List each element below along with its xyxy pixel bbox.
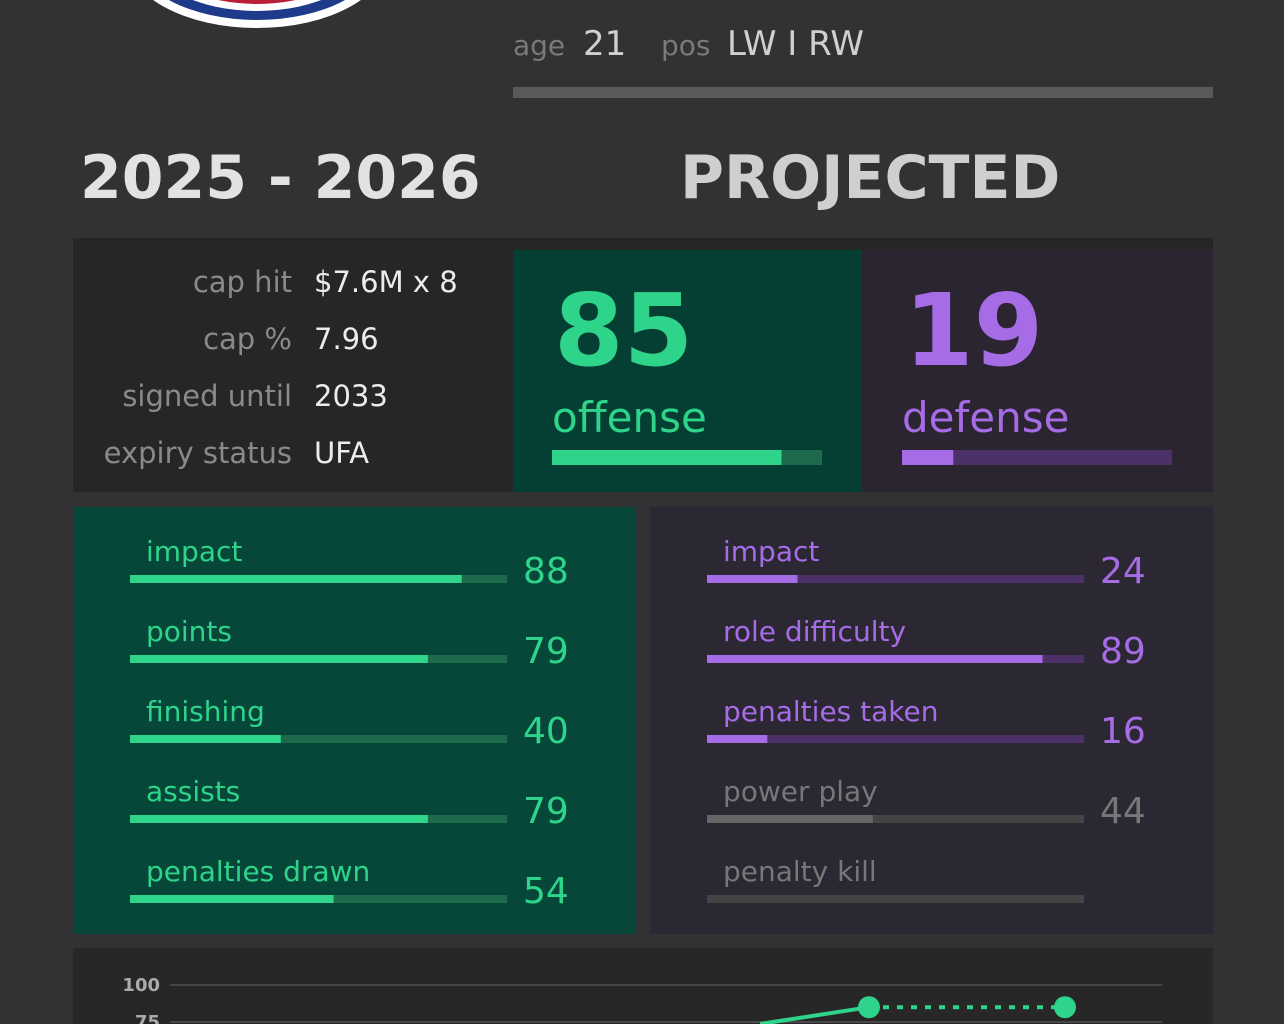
position: LW I RW bbox=[727, 24, 864, 64]
stat-value: 54 bbox=[523, 871, 569, 912]
stat-name: penalty kill bbox=[723, 855, 877, 888]
contract-label: expiry status bbox=[104, 436, 292, 470]
age-label: age bbox=[513, 29, 565, 62]
stat-track bbox=[707, 895, 1084, 903]
data-point bbox=[1054, 996, 1076, 1019]
rating-bar bbox=[552, 450, 782, 465]
stat-value: 79 bbox=[523, 631, 569, 672]
contract-value: $7.6M x 8 bbox=[314, 265, 458, 299]
contract-value: 2033 bbox=[314, 379, 388, 413]
team-logo bbox=[153, 0, 361, 28]
stat-track bbox=[707, 815, 1084, 823]
stat-bar bbox=[707, 735, 768, 743]
season: 2025 - 2026 bbox=[80, 143, 481, 213]
divider bbox=[513, 87, 1213, 98]
stat-name: assists bbox=[146, 775, 240, 808]
stat-name: penalties drawn bbox=[146, 855, 370, 888]
stat-value: 40 bbox=[523, 711, 569, 752]
stat-bar bbox=[707, 815, 873, 823]
stat-value: 16 bbox=[1100, 711, 1146, 752]
offense-label: offense bbox=[552, 393, 707, 442]
contract-value: 7.96 bbox=[314, 322, 379, 356]
y-tick-label: 100 bbox=[122, 975, 160, 996]
stat-value: 79 bbox=[523, 791, 569, 832]
stat-bar bbox=[130, 575, 462, 583]
stat-name: role difficulty bbox=[723, 615, 906, 648]
pos-label: pos bbox=[661, 29, 711, 62]
stat-name: impact bbox=[146, 535, 242, 568]
offense-score: 85 bbox=[554, 272, 693, 389]
stat-bar bbox=[130, 655, 428, 663]
stat-bar bbox=[130, 815, 428, 823]
stat-name: points bbox=[146, 615, 232, 648]
stat-bar bbox=[130, 895, 334, 903]
age: 21 bbox=[583, 24, 626, 64]
stat-track bbox=[707, 575, 1084, 583]
stat-value: 24 bbox=[1100, 551, 1146, 592]
stat-name: penalties taken bbox=[723, 695, 938, 728]
stat-value: 44 bbox=[1100, 791, 1146, 832]
stat-value: 88 bbox=[523, 551, 569, 592]
stat-bar bbox=[707, 575, 798, 583]
trend-lead bbox=[759, 1005, 870, 1024]
stat-bar bbox=[130, 735, 281, 743]
stat-name: power play bbox=[723, 775, 878, 808]
stat-name: finishing bbox=[146, 695, 265, 728]
defense-score: 19 bbox=[904, 272, 1043, 389]
contract-label: cap % bbox=[203, 322, 292, 356]
stat-name: impact bbox=[723, 535, 819, 568]
stat-track bbox=[130, 735, 507, 743]
stat-track bbox=[707, 735, 1084, 743]
rating-track bbox=[902, 450, 1172, 465]
rating-bar bbox=[902, 450, 954, 465]
defense-label: defense bbox=[902, 393, 1069, 442]
y-tick-label: 75 bbox=[135, 1012, 160, 1024]
stat-bar bbox=[707, 655, 1043, 663]
contract-value: UFA bbox=[314, 436, 369, 470]
contract-label: signed until bbox=[122, 379, 292, 413]
projection-label: PROJECTED bbox=[680, 143, 1060, 213]
contract-label: cap hit bbox=[193, 265, 292, 299]
data-point bbox=[858, 996, 880, 1019]
stat-value: 89 bbox=[1100, 631, 1146, 672]
